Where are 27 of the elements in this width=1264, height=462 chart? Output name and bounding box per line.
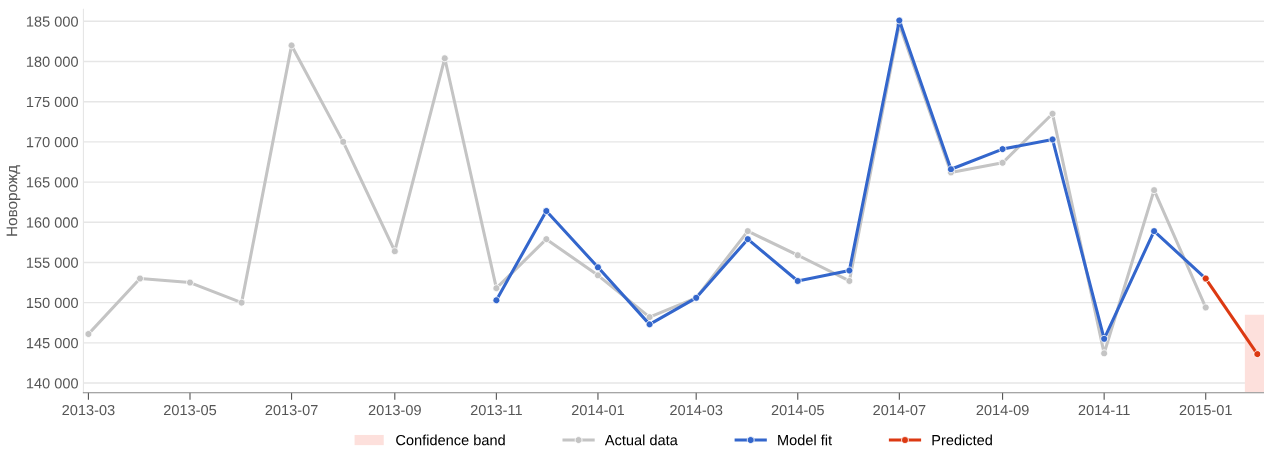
x-tick-label: 2013-11: [470, 404, 522, 416]
legend-label: Model fit: [778, 434, 832, 446]
legend-label: Actual data: [604, 434, 678, 446]
y-tick-label: 150 000: [26, 297, 78, 309]
x-tick-label: 2014-07: [873, 404, 926, 416]
x-tick-label: 2013-03: [62, 404, 115, 416]
y-tick-label: 160 000: [26, 217, 78, 228]
y-tick-label: 140 000: [26, 378, 78, 389]
y-tick-label: 170 000: [26, 136, 78, 148]
x-tick-label: 2014-11: [1078, 404, 1130, 416]
y-axis-title: Новорожд: [6, 165, 21, 236]
y-tick-label: 180 000: [26, 56, 78, 67]
x-tick-label: 2014-09: [976, 404, 1029, 416]
y-tick-label: 145 000: [26, 337, 78, 349]
y-tick-label: 155 000: [26, 257, 78, 268]
x-tick-label: 2013-07: [265, 404, 318, 416]
y-tick-label: 175 000: [26, 96, 78, 108]
x-tick-label: 2014-01: [571, 404, 624, 416]
x-tick-label: 2013-09: [368, 404, 421, 416]
y-tick-label: 185 000: [26, 16, 78, 27]
legend-label: Confidence band: [396, 434, 505, 446]
x-tick-label: 2014-03: [670, 404, 723, 416]
x-tick-label: 2015-01: [1179, 404, 1232, 416]
legend-label: Predicted: [932, 434, 992, 446]
x-tick-label: 2013-05: [163, 404, 217, 416]
x-tick-label: 2014-05: [771, 404, 824, 416]
y-tick-label: 165 000: [26, 177, 78, 188]
